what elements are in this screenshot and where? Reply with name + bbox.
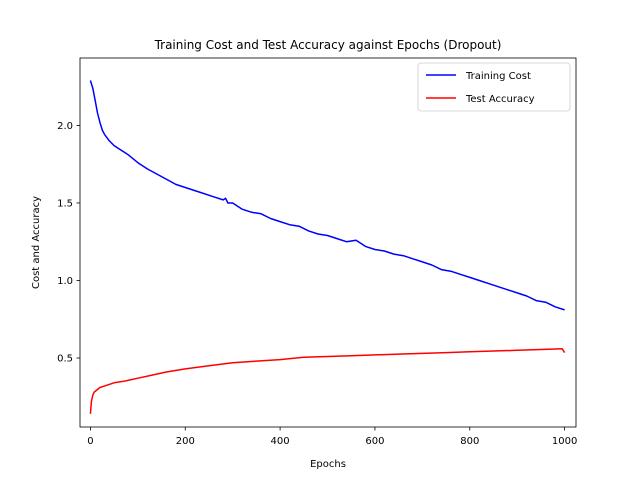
x-tick-label: 1000 bbox=[552, 436, 577, 447]
axes-layer bbox=[79, 57, 577, 428]
y-tick-label: 1.0 bbox=[57, 276, 73, 287]
chart-title: Training Cost and Test Accuracy against … bbox=[154, 38, 502, 52]
legend-training-cost-label: Training Cost bbox=[465, 71, 531, 82]
x-axis-label: Epochs bbox=[310, 459, 346, 470]
plot-area bbox=[80, 58, 576, 427]
x-tick-label: 200 bbox=[176, 436, 195, 447]
legend: Training Cost Test Accuracy bbox=[417, 62, 571, 112]
training-cost-line bbox=[89, 80, 565, 311]
test-accuracy-line bbox=[89, 347, 566, 414]
y-tick-label: 1.5 bbox=[57, 198, 73, 209]
y-tick-label: 2.0 bbox=[57, 121, 73, 132]
axes-frame bbox=[79, 57, 577, 428]
series-layer bbox=[89, 80, 566, 414]
ticks-layer: 0 200 400 600 800 1000 0.5 1.0 1.5 2.0 bbox=[57, 121, 577, 447]
x-tick-label: 0 bbox=[87, 436, 93, 447]
y-tick-label: 0.5 bbox=[57, 354, 73, 365]
legend-test-accuracy-label: Test Accuracy bbox=[465, 94, 535, 105]
x-tick-label: 600 bbox=[365, 436, 384, 447]
y-axis-label: Cost and Accuracy bbox=[31, 196, 42, 289]
x-tick-label: 800 bbox=[460, 436, 479, 447]
plot-background bbox=[80, 58, 576, 427]
x-tick-label: 400 bbox=[271, 436, 290, 447]
